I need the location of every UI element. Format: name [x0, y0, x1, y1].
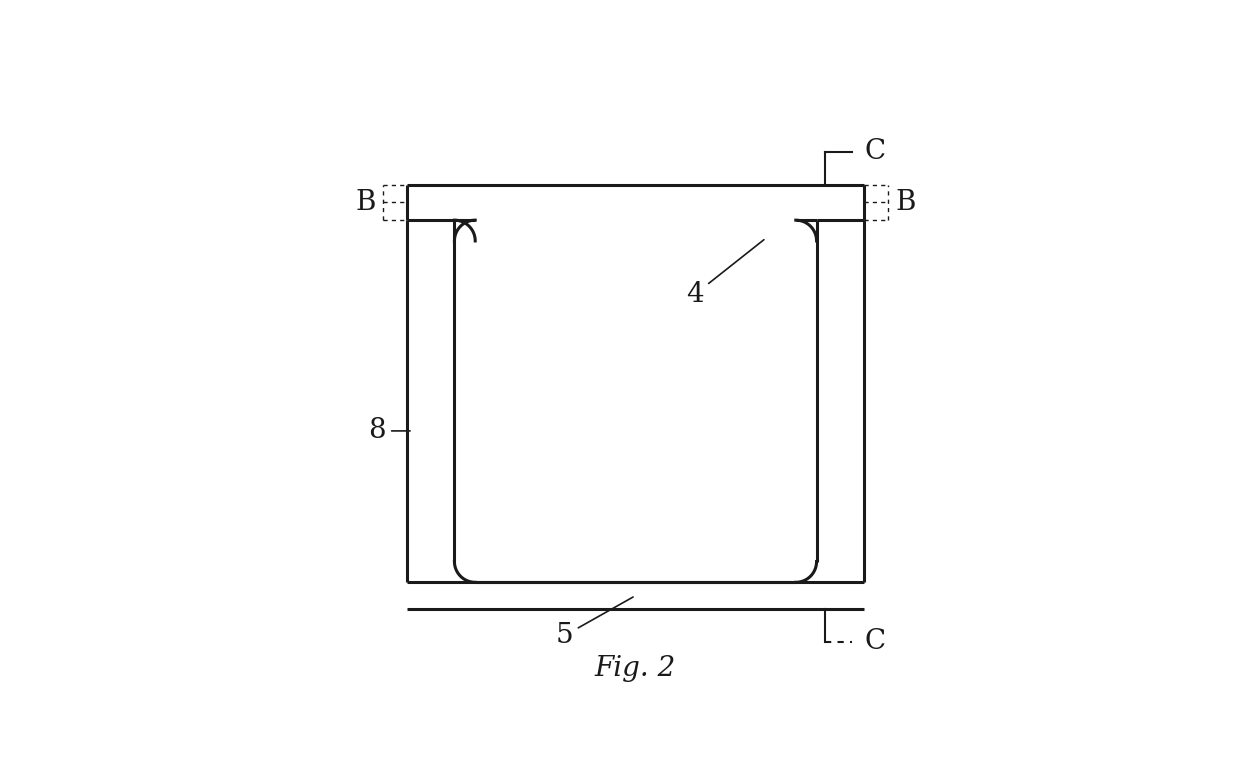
Text: B: B	[355, 189, 376, 216]
Text: 8: 8	[368, 417, 410, 444]
Text: 4: 4	[686, 240, 764, 308]
Text: 5: 5	[556, 597, 634, 649]
Text: B: B	[895, 189, 916, 216]
Text: Fig. 2: Fig. 2	[595, 655, 676, 682]
Text: C: C	[864, 628, 885, 655]
Text: C: C	[864, 138, 885, 166]
